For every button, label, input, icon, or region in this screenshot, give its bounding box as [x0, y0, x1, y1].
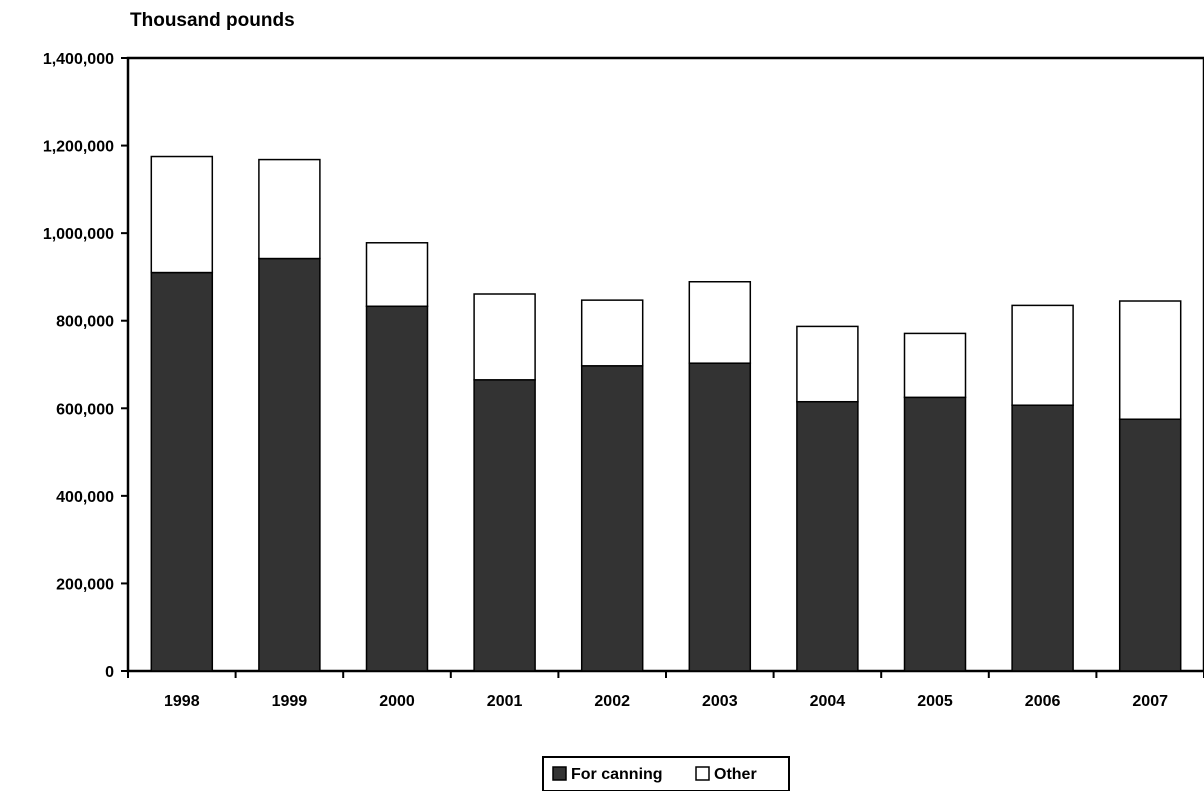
bar-for-canning-2001: [473, 379, 536, 672]
y-tick-label: 1,200,000: [43, 139, 114, 156]
x-tick-label: 2007: [1132, 693, 1168, 710]
legend-swatch-other: [695, 766, 710, 781]
y-axis-unit-label: Thousand pounds: [130, 10, 295, 31]
bar-for-canning-1999: [258, 257, 321, 672]
bar-other-1999: [258, 158, 321, 260]
y-tick-label: 800,000: [56, 314, 114, 331]
x-tick-label: 2005: [917, 693, 953, 710]
bar-other-1998: [150, 155, 214, 274]
legend-label-for-canning: For canning: [571, 766, 663, 783]
bar-for-canning-2000: [365, 305, 429, 672]
bar-for-canning-2006: [1011, 404, 1074, 672]
bar-for-canning-2005: [903, 396, 967, 672]
y-tick-label: 1,000,000: [43, 226, 114, 243]
x-tick-label: 2000: [379, 693, 415, 710]
x-tick-label: 2006: [1025, 693, 1061, 710]
y-tick-label: 200,000: [56, 576, 114, 593]
bar-other-2003: [688, 280, 752, 364]
bar-other-2002: [580, 299, 644, 367]
bar-for-canning-2003: [688, 362, 752, 672]
x-tick-label: 2002: [594, 693, 630, 710]
x-tick-label: 2004: [810, 693, 846, 710]
bar-other-2001: [473, 293, 536, 381]
bar-for-canning-2004: [796, 400, 859, 672]
y-tick-label: 400,000: [56, 489, 114, 506]
x-tick-label: 1998: [164, 693, 200, 710]
bar-for-canning-2002: [580, 365, 644, 672]
y-tick-label: 0: [105, 664, 114, 681]
legend-swatch-for-canning: [552, 766, 567, 781]
bar-other-2004: [796, 325, 859, 403]
x-tick-label: 2003: [702, 693, 738, 710]
legend-label-other: Other: [714, 766, 757, 783]
bar-other-2007: [1118, 300, 1182, 420]
bar-other-2005: [903, 332, 967, 399]
bar-other-2000: [365, 242, 429, 308]
y-tick-label: 600,000: [56, 401, 114, 418]
y-tick-label: 1,400,000: [43, 51, 114, 68]
bar-other-2006: [1011, 304, 1074, 406]
bar-for-canning-1998: [150, 271, 214, 672]
x-tick-label: 1999: [272, 693, 308, 710]
x-tick-label: 2001: [487, 693, 523, 710]
bar-for-canning-2007: [1118, 418, 1182, 672]
